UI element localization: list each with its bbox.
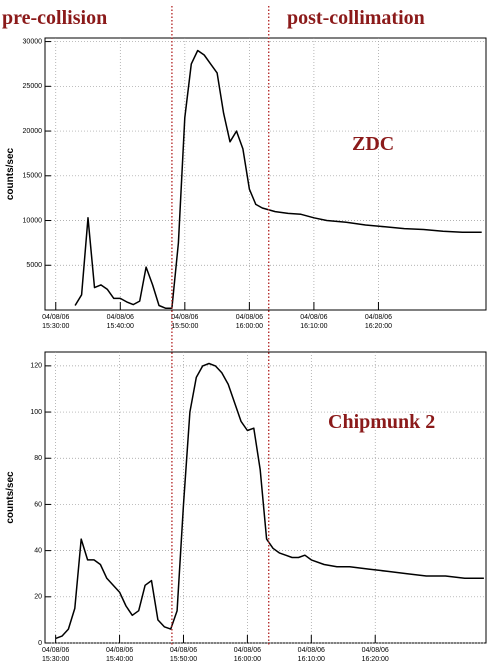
header-right: post-collimation (287, 7, 425, 29)
plot-area (44, 37, 487, 311)
y-tick-label: 10000 (23, 217, 43, 224)
y-tick-label: 5000 (26, 262, 42, 269)
x-tick-label: 04/08/06 16:10:00 (298, 647, 325, 663)
data-line (74, 49, 482, 309)
header-left: pre-collision (2, 7, 107, 29)
x-tick-label: 04/08/06 16:20:00 (362, 647, 389, 663)
y-tick-label: 30000 (23, 38, 43, 45)
y-tick-label: 20000 (23, 128, 43, 135)
y-tick-label: 120 (30, 363, 42, 370)
x-tick-label: 04/08/06 15:30:00 (42, 647, 69, 663)
y-tick-label: 0 (38, 640, 42, 647)
x-tick-label: 04/08/06 16:10:00 (300, 314, 327, 330)
x-tick-label: 04/08/06 15:40:00 (107, 314, 134, 330)
x-tick-label: 04/08/06 16:20:00 (365, 314, 392, 330)
x-tick-label: 04/08/06 15:50:00 (171, 314, 198, 330)
y-axis-label: counts/sec (5, 471, 16, 524)
plot-area (44, 351, 487, 644)
x-tick-label: 04/08/06 15:30:00 (42, 314, 69, 330)
y-tick-label: 80 (34, 455, 42, 462)
y-tick-label: 20 (34, 594, 42, 601)
x-tick-label: 04/08/06 15:50:00 (170, 647, 197, 663)
annotation: Chipmunk 2 (328, 411, 435, 433)
data-line (55, 362, 484, 640)
y-tick-label: 60 (34, 501, 42, 508)
y-tick-label: 40 (34, 547, 42, 554)
y-tick-label: 100 (30, 409, 42, 416)
y-axis-label: counts/sec (5, 147, 16, 200)
annotation: ZDC (352, 133, 394, 155)
y-tick-label: 15000 (23, 173, 43, 180)
x-tick-label: 04/08/06 15:40:00 (106, 647, 133, 663)
y-tick-label: 25000 (23, 83, 43, 90)
x-tick-label: 04/08/06 16:00:00 (236, 314, 263, 330)
x-tick-label: 04/08/06 16:00:00 (234, 647, 261, 663)
